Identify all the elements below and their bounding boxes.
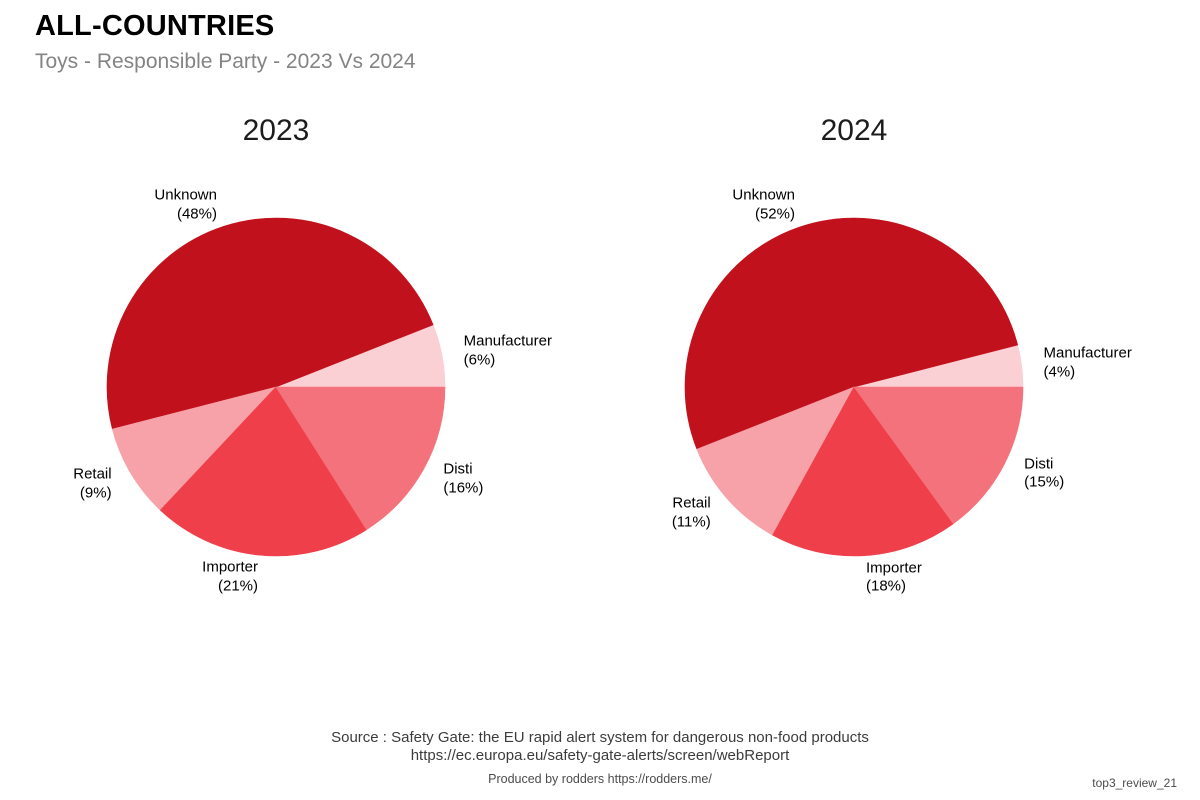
page-subtitle: Toys - Responsible Party - 2023 Vs 2024: [35, 50, 416, 73]
slice-label-name: Retail: [73, 465, 112, 483]
slice-label-name: Disti: [443, 460, 473, 478]
slice-label-retail: Retail (9%): [73, 466, 111, 503]
pie-slice-retail: [696, 386, 855, 536]
slice-label-importer: Importer (21%): [202, 559, 258, 596]
pie-slice-unknown: [684, 217, 1019, 450]
slice-label-pct: (48%): [176, 205, 217, 223]
slice-label-name: Disti: [1024, 455, 1054, 473]
produced-by: Produced by rodders https://rodders.me/: [488, 772, 712, 786]
slice-label-name: Importer: [865, 559, 922, 577]
watermark: top3_review_21: [1092, 776, 1177, 790]
slice-label-pct: (16%): [443, 479, 484, 496]
pie-slice-retail: [111, 386, 277, 511]
pie-2024: [684, 217, 1024, 557]
slice-label-name: Unknown: [732, 186, 795, 204]
pie-slice-disti: [853, 386, 1024, 525]
slice-label-name: Importer: [202, 558, 259, 576]
slice-label-pct: (21%): [218, 577, 259, 595]
slice-label-pct: (6%): [463, 351, 496, 369]
slice-label-pct: (4%): [1043, 363, 1076, 381]
slice-label-pct: (15%): [1024, 473, 1065, 491]
source-line-1: Source : Safety Gate: the EU rapid alert…: [331, 729, 869, 746]
slice-label-unknown: Unknown (52%): [732, 187, 795, 224]
pie-slice-importer: [772, 386, 954, 557]
slice-label-unknown: Unknown (48%): [154, 187, 217, 224]
slice-label-pct: (18%): [865, 577, 906, 595]
page-title: ALL-COUNTRIES: [35, 10, 275, 42]
slice-label-name: Manufacturer: [1043, 344, 1132, 362]
slice-label-disti: Disti (16%): [443, 461, 483, 498]
slice-label-name: Retail: [672, 494, 711, 512]
slice-label-disti: Disti (15%): [1024, 455, 1064, 492]
slice-label-manufacturer: Manufacturer (4%): [1043, 345, 1131, 382]
source-line-2: https://ec.europa.eu/safety-gate-alerts/…: [410, 746, 790, 764]
slice-label-manufacturer: Manufacturer (6%): [464, 333, 552, 370]
slice-label-retail: Retail (11%): [672, 495, 711, 532]
pie-2023: [106, 217, 446, 557]
slice-label-pct: (11%): [671, 513, 711, 531]
pie-slice-unknown: [106, 217, 434, 430]
pie-title-2023: 2023: [242, 114, 310, 147]
slice-label-pct: (9%): [79, 484, 112, 502]
pie-slice-importer: [159, 386, 367, 557]
slice-label-pct: (52%): [754, 205, 795, 223]
pie-slice-disti: [275, 386, 446, 531]
slice-label-importer: Importer (18%): [866, 559, 922, 596]
slice-label-name: Unknown: [154, 186, 217, 204]
slice-label-name: Manufacturer: [463, 332, 552, 350]
footer: Source : Safety Gate: the EU rapid alert…: [0, 729, 1200, 789]
pie-title-2024: 2024: [820, 114, 888, 147]
